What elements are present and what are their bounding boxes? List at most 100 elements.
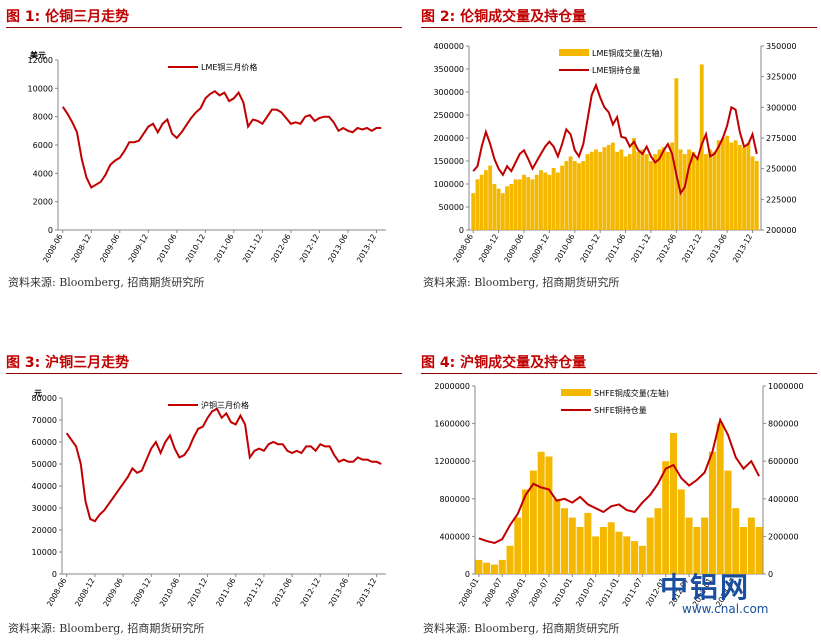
volume-bar xyxy=(576,527,584,574)
volume-bar xyxy=(716,140,721,230)
volume-bar xyxy=(747,517,755,574)
volume-bar xyxy=(677,489,685,574)
y-tick-label: 30000 xyxy=(32,504,57,513)
y2-tick-label: 800000 xyxy=(768,420,799,429)
x-tick-label: 2008-06 xyxy=(45,576,69,608)
x-tick-label: 2012-12 xyxy=(298,232,322,264)
x-tick-label: 2011-06 xyxy=(214,576,238,608)
y2-tick-label: 225000 xyxy=(766,195,797,204)
volume-bar xyxy=(589,151,594,230)
x-tick-label: 2011-12 xyxy=(629,232,653,264)
y-tick-label: 6000 xyxy=(33,141,53,150)
y-tick-label: 800000 xyxy=(439,495,470,504)
volume-bar xyxy=(522,174,526,230)
y-tick-label: 300000 xyxy=(433,88,464,97)
volume-bar xyxy=(496,188,501,230)
volume-bar xyxy=(561,508,569,574)
x-tick-label: 2009-06 xyxy=(101,576,125,608)
volume-bar xyxy=(653,154,658,230)
volume-bar xyxy=(691,151,696,230)
x-tick-label: 2012-06 xyxy=(269,232,293,264)
volume-bar xyxy=(693,527,701,574)
y-tick-label: 1200000 xyxy=(434,457,470,466)
volume-bar xyxy=(665,151,670,230)
y-tick-label: 2000000 xyxy=(434,382,470,391)
x-tick-label: 2013-06 xyxy=(705,232,729,264)
figure-2-title: 图 2: 伦铜成交量及持仓量 xyxy=(421,9,587,25)
watermark: 中铝网 www.cnal.com xyxy=(660,566,800,626)
y-tick-label: 8000 xyxy=(33,113,53,122)
y2-tick-label: 350000 xyxy=(766,42,797,51)
y2-tick-label: 0 xyxy=(768,570,773,579)
legend-label: 沪铜三月价格 xyxy=(201,400,249,410)
volume-bar xyxy=(615,151,620,230)
legend-label: LME铜成交量(左轴) xyxy=(592,48,663,58)
y-tick-label: 250000 xyxy=(433,111,464,120)
x-tick-label: 2011-06 xyxy=(212,232,236,264)
x-tick-label: 2009-06 xyxy=(502,232,526,264)
volume-bar xyxy=(631,541,639,574)
volume-bar xyxy=(708,451,716,574)
volume-bar xyxy=(644,154,649,230)
y-tick-label: 70000 xyxy=(32,416,57,425)
series-line xyxy=(65,407,382,523)
volume-bar xyxy=(479,174,484,230)
volume-bar xyxy=(551,167,556,230)
volume-bar xyxy=(471,193,476,230)
x-tick-label: 2008-06 xyxy=(41,232,65,264)
volume-bar xyxy=(500,193,505,230)
volume-bar xyxy=(615,531,623,574)
volume-bar xyxy=(742,147,747,230)
legend-label: SHFE铜成交量(左轴) xyxy=(594,388,669,398)
volume-bar xyxy=(729,142,734,230)
volume-bar xyxy=(602,147,607,230)
volume-bar xyxy=(638,545,646,574)
volume-bar xyxy=(712,151,717,230)
y-tick-label: 12000 xyxy=(28,56,53,65)
y-tick-label: 10000 xyxy=(28,84,53,93)
series-line xyxy=(472,82,758,196)
volume-bar xyxy=(488,165,493,230)
volume-bar xyxy=(534,174,539,230)
volume-bar xyxy=(733,140,738,230)
x-tick-label: 2008-07 xyxy=(481,576,505,608)
y-tick-label: 10000 xyxy=(32,548,57,557)
volume-bar xyxy=(594,149,598,230)
y-tick-label: 200000 xyxy=(433,134,464,143)
volume-bar xyxy=(547,174,552,230)
y-axis-label: 元 xyxy=(34,389,42,398)
y2-tick-label: 250000 xyxy=(766,165,797,174)
volume-bar xyxy=(687,149,691,230)
y-tick-label: 50000 xyxy=(32,460,57,469)
volume-bar xyxy=(716,423,724,574)
volume-bar xyxy=(514,517,522,574)
volume-bar xyxy=(657,149,662,230)
figure-4-title-rule xyxy=(421,373,817,374)
volume-bar xyxy=(646,517,654,574)
volume-bar xyxy=(568,517,576,574)
volume-bar xyxy=(670,142,675,230)
volume-bar xyxy=(553,498,561,574)
volume-bar xyxy=(685,517,693,574)
x-tick-label: 2010-06 xyxy=(553,232,577,264)
volume-bar xyxy=(695,156,700,230)
volume-bar xyxy=(674,78,679,230)
volume-bar xyxy=(640,149,645,230)
x-tick-label: 2009-12 xyxy=(528,232,552,264)
volume-bar xyxy=(530,179,535,230)
x-tick-label: 2008-12 xyxy=(70,232,94,264)
y2-tick-label: 400000 xyxy=(768,495,799,504)
y-tick-label: 0 xyxy=(459,226,464,235)
volume-bar xyxy=(483,562,491,574)
y-tick-label: 0 xyxy=(48,226,53,235)
volume-bar xyxy=(669,433,677,574)
x-tick-label: 2010-07 xyxy=(574,576,598,608)
y-tick-label: 2000 xyxy=(33,198,53,207)
volume-bar xyxy=(632,138,636,230)
y2-tick-label: 200000 xyxy=(768,532,799,541)
y-tick-label: 1600000 xyxy=(434,420,470,429)
volume-bar xyxy=(725,135,730,230)
volume-bar xyxy=(543,172,548,230)
volume-bar xyxy=(577,163,581,230)
y2-tick-label: 200000 xyxy=(766,226,797,235)
